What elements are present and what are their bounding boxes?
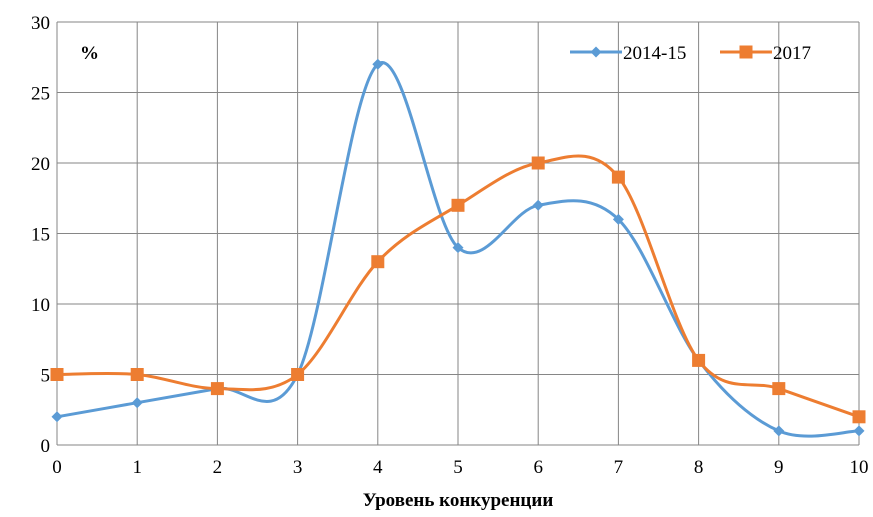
data-point bbox=[612, 213, 624, 225]
y-axis: 0 5 10 15 20 25 30 bbox=[31, 13, 50, 457]
data-point bbox=[291, 368, 305, 381]
y-tick-label: 10 bbox=[31, 295, 50, 316]
data-point bbox=[371, 255, 385, 269]
unit-label: % bbox=[80, 43, 99, 64]
data-point bbox=[372, 58, 384, 70]
x-axis: 0 1 2 3 4 5 6 7 8 9 10 bbox=[52, 457, 868, 478]
data-point bbox=[452, 242, 464, 254]
y-tick-label: 25 bbox=[31, 84, 50, 105]
legend-label: 2017 bbox=[773, 43, 811, 64]
y-tick-label: 20 bbox=[31, 154, 50, 175]
x-tick-label: 2 bbox=[213, 457, 223, 478]
data-point bbox=[773, 425, 785, 437]
legend-item: 2014-15 bbox=[570, 43, 686, 64]
data-point bbox=[852, 410, 866, 424]
data-point bbox=[692, 353, 706, 367]
x-tick-label: 9 bbox=[774, 457, 784, 478]
x-tick-label: 3 bbox=[293, 457, 303, 478]
x-tick-label: 10 bbox=[850, 457, 869, 478]
data-point bbox=[611, 170, 625, 184]
legend-marker bbox=[739, 45, 753, 59]
data-point bbox=[532, 199, 544, 211]
x-tick-label: 0 bbox=[52, 457, 62, 478]
data-point bbox=[772, 382, 786, 396]
x-tick-label: 7 bbox=[614, 457, 624, 478]
y-tick-label: 5 bbox=[41, 366, 51, 387]
legend-marker bbox=[590, 46, 602, 58]
data-point bbox=[130, 368, 144, 381]
data-point bbox=[131, 397, 143, 409]
data-point bbox=[51, 411, 63, 423]
data-point bbox=[50, 368, 64, 381]
x-axis-title: Уровень конкуренции bbox=[363, 490, 554, 511]
y-tick-label: 15 bbox=[31, 225, 50, 246]
grid bbox=[56, 21, 860, 446]
x-tick-label: 5 bbox=[453, 457, 463, 478]
series-group bbox=[50, 58, 866, 438]
x-tick-label: 8 bbox=[694, 457, 704, 478]
series-line bbox=[56, 154, 860, 419]
legend-item: 2017 bbox=[720, 43, 811, 64]
legend-label: 2014-15 bbox=[623, 43, 686, 64]
series-2017 bbox=[50, 154, 866, 424]
x-tick-label: 4 bbox=[373, 457, 383, 478]
data-point bbox=[210, 382, 224, 396]
x-tick-label: 6 bbox=[533, 457, 543, 478]
data-point bbox=[531, 156, 545, 170]
legend: 2014-15 2017 bbox=[570, 43, 811, 64]
data-point bbox=[451, 198, 465, 212]
y-tick-label: 30 bbox=[31, 13, 50, 34]
data-point bbox=[853, 425, 865, 437]
y-tick-label: 0 bbox=[41, 436, 51, 457]
x-tick-label: 1 bbox=[132, 457, 142, 478]
